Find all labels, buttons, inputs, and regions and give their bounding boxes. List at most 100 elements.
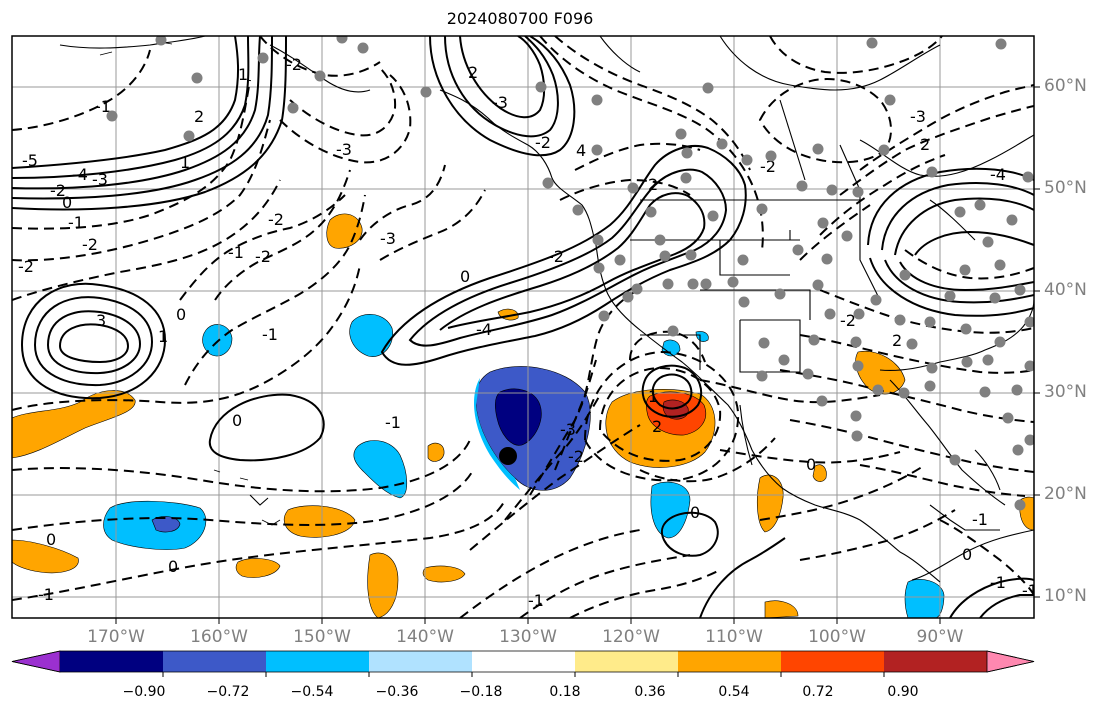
contour-label: 2 [194,107,204,126]
contour-label: -1 [1022,581,1038,600]
contour-label: 2 [468,63,478,82]
fill-orange-9 [764,600,799,618]
lat-label-40n: 40°N [1044,280,1087,300]
contour-label: -2 [286,55,302,74]
contour-label: -1 [228,243,244,262]
contour-label: 0 [690,503,700,522]
colorbar-segment [678,651,781,672]
contour-label: -1 [68,213,84,232]
contour-label: -1 [95,97,111,116]
fill-blue-2 [202,324,233,357]
contour-label: 1 [648,387,658,406]
lon-label-100w: 100°W [808,627,866,647]
contour-label: -3 [560,420,576,439]
lat-label-50n: 50°N [1044,178,1087,198]
contour-label: 2 [892,331,902,350]
contour-label: -3 [910,107,926,126]
contour-label: -1 [38,585,54,604]
contour-label: -2 [18,257,34,276]
colorbar-segment [884,651,987,672]
colorbar-segment [163,651,266,672]
colorbar-tick-label: −0.90 [122,684,166,700]
fill-orange-sw [12,539,79,574]
colorbar-tick-label: 0.90 [887,684,919,700]
contour-label: 0 [46,530,56,549]
colorbar-tick-label: −0.54 [290,684,334,700]
colorbar-segment [369,651,472,672]
contour-label: 1 [238,65,248,84]
contour-label: -4 [990,165,1006,184]
contour-label: -3 [492,93,508,112]
contour-label: 0 [962,545,972,564]
colorbar-segment [472,651,575,672]
colorbar-segment [575,651,678,672]
lon-label-110w: 110°W [705,627,763,647]
lon-label-170w: 170°W [87,627,145,647]
contour-label: -1 [990,573,1006,592]
contour-label: -1 [385,413,401,432]
fill-darkred-core [662,399,689,420]
fill-lightblue-edge [474,378,520,490]
map-frame [11,35,1035,619]
contour-label: -4 [476,320,492,339]
dashed-contours [12,36,1034,618]
fill-navy-core [495,388,542,446]
contour-label: 0 [460,267,470,286]
contour-label: 1 [180,153,190,172]
colorbar-segment [60,651,163,672]
contour-label: 3 [96,311,106,330]
colorbar-tick-label: −0.18 [459,684,503,700]
contour-label: -3 [336,140,352,159]
contour-label: -2 [82,235,98,254]
contour-label: -2 [840,311,856,330]
contour-label: -1 [972,510,988,529]
contour-label: -1 [262,325,278,344]
lon-label-130w: 130°W [499,627,557,647]
contour-label: -2 [50,181,66,200]
contour-label: 0 [176,305,186,324]
contour-label: 2 [652,417,662,436]
fill-blue-6 [904,579,945,618]
colorbar-segment [266,651,369,672]
storm-marker [499,447,517,465]
fill-blue-3 [353,440,408,499]
contour-label: -2 [268,210,284,229]
contour-label: -5 [22,151,38,170]
lon-label-90w: 90°W [916,627,964,647]
fill-navy-4 [151,516,181,533]
contour-label: -2 [568,447,584,466]
contour-label: -2 [535,133,551,152]
station-dots [106,36,1034,511]
colorbar-outline [11,650,1035,673]
colorbar-extend-high [986,650,1035,673]
contour-label: 0 [806,455,816,474]
grid-lines [12,36,1034,618]
contour-label: 0 [232,411,242,430]
colorbar-tick-label: 0.72 [802,684,834,700]
fill-orange-west [12,390,136,459]
contour-label: -2 [548,247,564,266]
contour-label: -1 [528,591,544,610]
axis-ticks [115,86,1040,624]
colorbar-extend-low [11,650,61,673]
colorbar-tick-label: 0.36 [634,684,666,700]
lon-label-160w: 160°W [190,627,248,647]
contour-label: 0 [62,193,72,212]
fill-orange-10 [812,464,827,482]
contour-label: -3 [92,170,108,189]
lat-label-60n: 60°N [1044,76,1087,96]
fill-orange-4 [367,552,399,618]
lat-label-20n: 20°N [1044,484,1087,504]
lat-label-30n: 30°N [1044,382,1087,402]
solid-contours [12,36,1034,618]
lat-label-10n: 10°N [1044,586,1087,606]
fill-orange-2 [284,505,356,538]
lon-label-140w: 140°W [396,627,454,647]
contour-label: -4 [72,165,88,184]
colorbar-tick-label: −0.72 [206,684,250,700]
plot-title: 2024080700 F096 [446,9,594,28]
contour-labels: -5 -4 -3 -2 0 -1 -2 -2 -3 -2 -3 -1 3 1 0… [18,55,1038,610]
fill-orange-11 [427,442,445,462]
contour-label: 2 [920,135,930,154]
